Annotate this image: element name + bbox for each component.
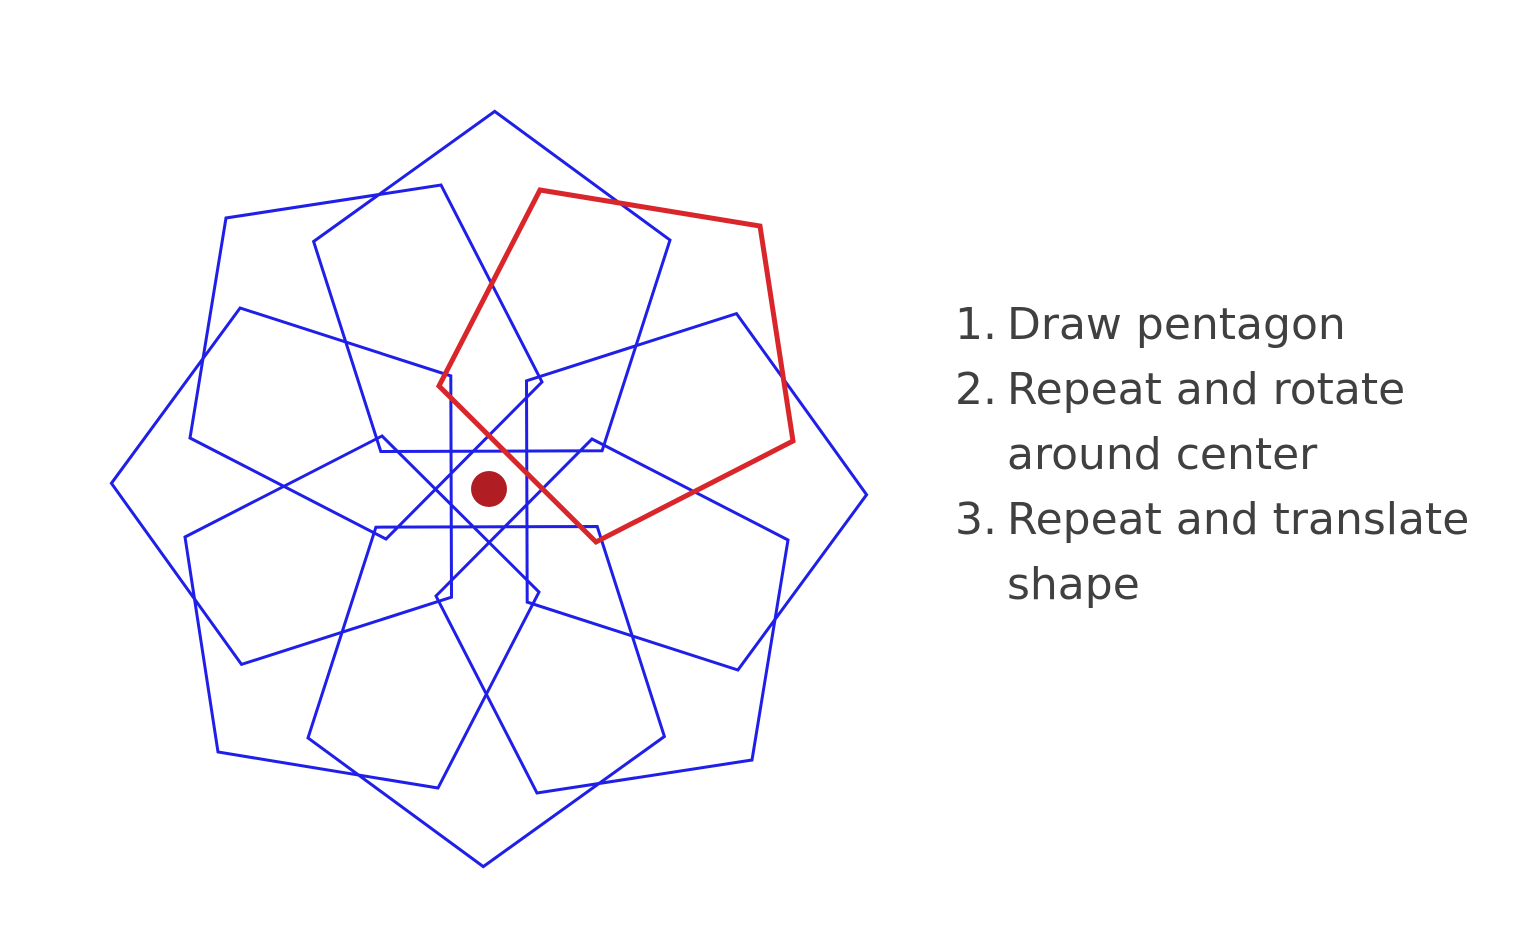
step-2: 2. Repeat and rotate around center	[955, 357, 1515, 487]
step-1: 1. Draw pentagon	[955, 292, 1515, 357]
step-3-text: Repeat and translate shape	[1007, 494, 1470, 610]
step-3: 3. Repeat and translate shape	[955, 487, 1515, 617]
steps-list: 1. Draw pentagon 2. Repeat and rotate ar…	[955, 292, 1515, 617]
step-3-number: 3.	[955, 494, 997, 545]
pentagon-copy	[311, 109, 672, 454]
step-2-text: Repeat and rotate around center	[1007, 364, 1406, 480]
step-2-number: 2.	[955, 364, 997, 415]
rotated-pentagon-group	[109, 109, 869, 869]
step-1-number: 1.	[955, 299, 997, 350]
step-1-text: Draw pentagon	[1007, 299, 1346, 350]
center-point-dot	[471, 471, 507, 507]
highlighted-pentagon	[435, 187, 796, 546]
